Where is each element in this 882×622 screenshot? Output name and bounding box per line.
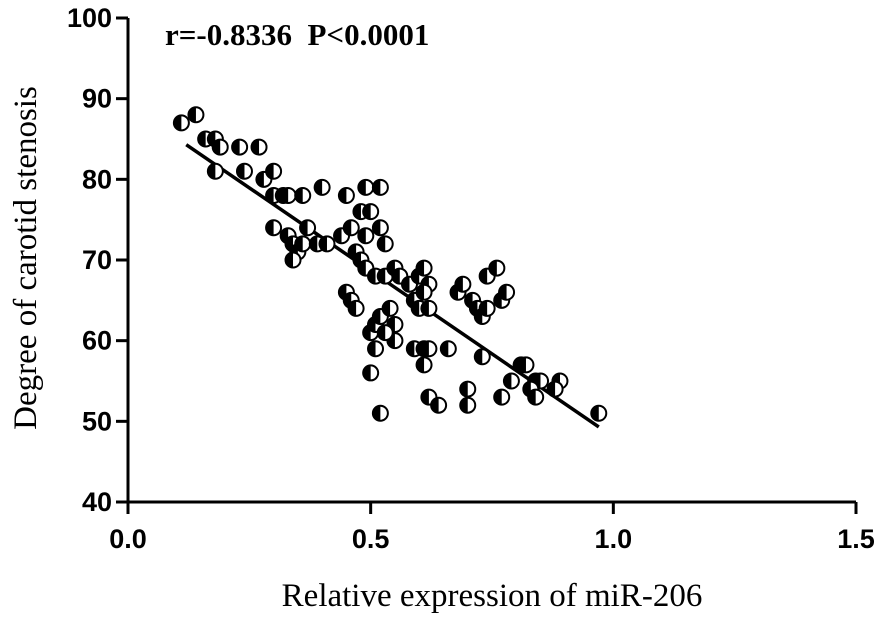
data-point [371,178,389,196]
data-point [415,356,433,374]
data-point [459,396,477,414]
x-tick-label: 0.0 [109,524,147,554]
data-point [376,235,394,253]
data-point [420,340,438,358]
data-point [294,235,312,253]
data-point [313,178,331,196]
data-point [265,219,283,237]
data-point [294,186,312,204]
data-point [420,299,438,317]
x-axis-title: Relative expression of miR-206 [282,578,703,614]
y-axis-title: Degree of carotid stenosis [8,86,44,430]
data-point [473,348,491,366]
data-point [231,138,249,156]
data-point [362,364,380,382]
data-point [211,138,229,156]
data-point [371,404,389,422]
y-tick-label: 80 [82,164,112,194]
data-point [347,299,365,317]
data-point [415,283,433,301]
axes: 40 50 60 70 80 90 100 0.0 0.5 1.0 1.5 [67,3,875,554]
data-point [376,324,394,342]
data-point [318,235,336,253]
x-tick-label: 1.5 [837,524,875,554]
x-tick-label: 1.0 [595,524,633,554]
y-tick-label: 90 [82,84,112,114]
data-point [439,340,457,358]
data-point [498,283,516,301]
data-point [299,219,317,237]
data-points [172,106,608,422]
data-point [527,388,545,406]
y-tick-label: 100 [67,3,112,33]
y-tick-label: 60 [82,326,112,356]
data-point [459,380,477,398]
data-point [590,404,608,422]
y-tick-label: 40 [82,487,112,517]
data-point [206,162,224,180]
data-point [357,227,375,245]
data-point [172,114,190,132]
y-tick-label: 70 [82,245,112,275]
data-point [367,340,385,358]
data-point [235,162,253,180]
y-ticks: 40 50 60 70 80 90 100 [67,3,128,517]
data-point [478,299,496,317]
correlation-annotation: r=-0.8336 P<0.0001 [165,17,429,52]
data-point [488,259,506,277]
data-point [279,186,297,204]
data-point [517,356,535,374]
data-point [284,251,302,269]
data-point [502,372,520,390]
data-point [371,219,389,237]
data-point [415,259,433,277]
data-point [493,388,511,406]
data-point [454,275,472,293]
data-point [187,106,205,124]
data-point [337,186,355,204]
data-point [357,178,375,196]
data-point [430,396,448,414]
x-tick-label: 0.5 [352,524,390,554]
data-point [546,380,564,398]
data-point [362,203,380,221]
x-ticks: 0.0 0.5 1.0 1.5 [109,502,875,554]
data-point [265,162,283,180]
data-point [250,138,268,156]
data-point [381,299,399,317]
data-point [342,219,360,237]
y-tick-label: 50 [82,406,112,436]
